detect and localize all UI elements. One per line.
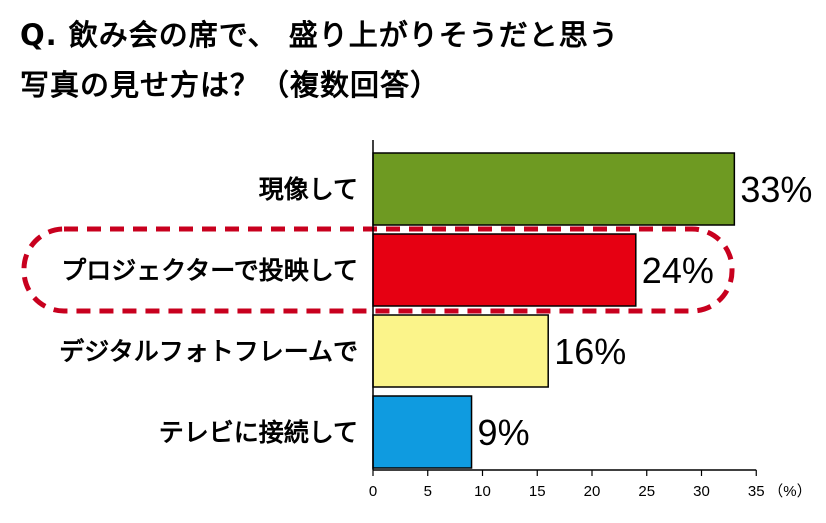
bar [372,314,549,388]
chart-title-line-1: Q. 飲み会の席で、 盛り上がりそうだと思う [20,18,619,52]
x-tick-label: 15 [529,483,546,500]
x-tick-label: 0 [369,483,377,500]
data-label: 24% [642,250,714,291]
data-label: 9% [478,412,530,453]
x-tick-label: 25 [638,483,655,500]
x-tick-label: 20 [584,483,601,500]
highlight-outline [21,226,735,314]
x-tick-label: 35 [748,483,765,500]
category-label: 現像して [259,175,358,204]
x-tick-label: 5 [424,483,432,500]
bar [372,152,736,226]
category-label: デジタルフォトフレームで [59,337,358,366]
category-label: プロジェクターで投映して [61,256,358,285]
category-label: テレビに接続して [159,418,358,447]
data-label: 33% [740,169,812,210]
x-unit-label: （%） [768,483,811,500]
x-tick-label: 30 [693,483,710,500]
chart-title-line-2: 写真の見せ方は？（複数回答） [20,68,441,102]
x-tick-label: 10 [474,483,491,500]
bar [372,395,473,469]
data-label: 16% [554,331,626,372]
bar [372,233,637,307]
